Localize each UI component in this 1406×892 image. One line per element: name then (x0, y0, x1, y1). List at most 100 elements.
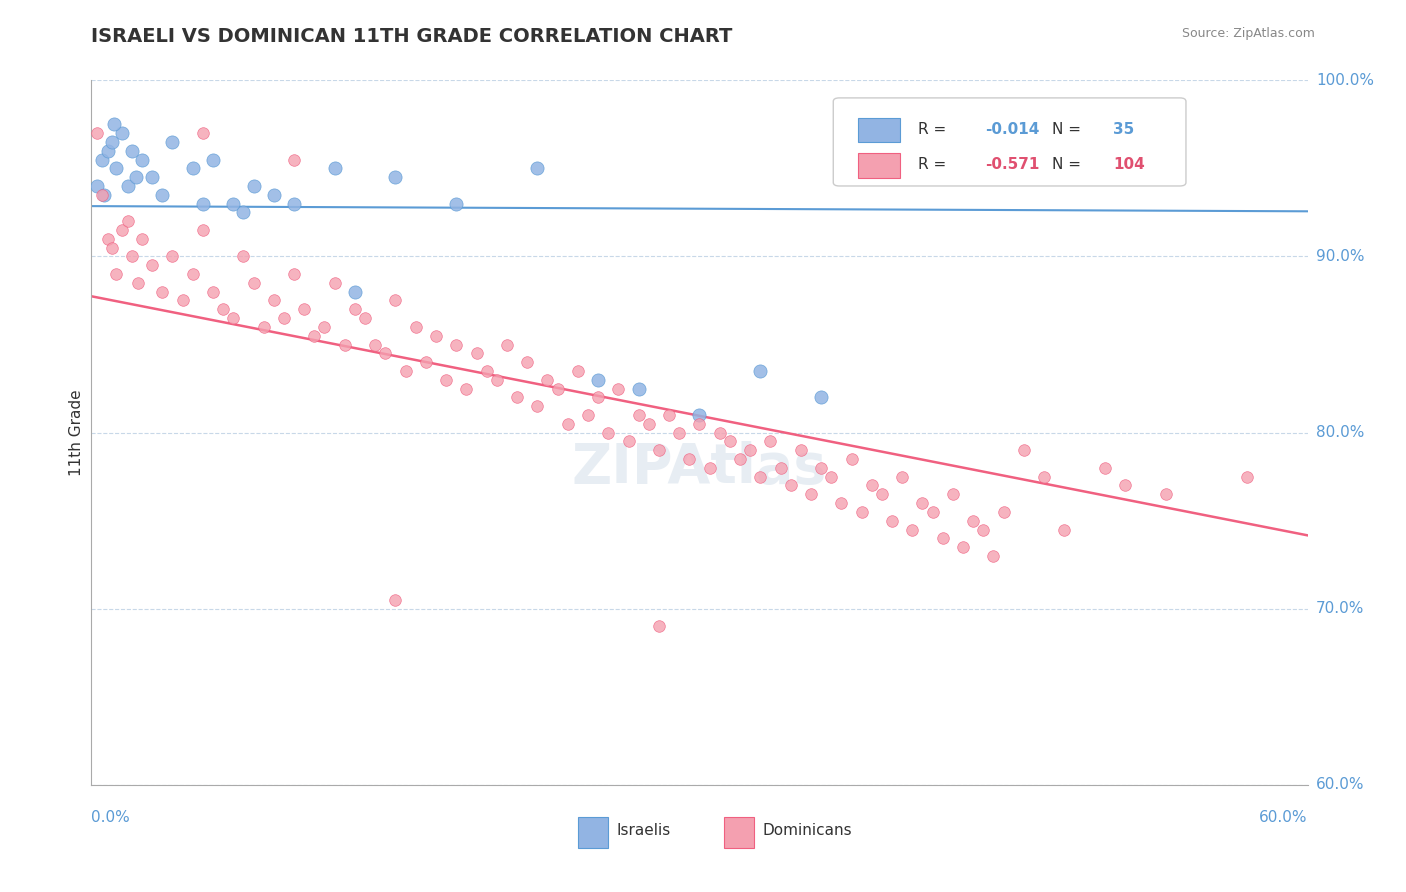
Point (100, 135, 122, 149)
Point (242, 178, 264, 194)
Point (181, 267, 204, 281)
Point (952, 540, 974, 554)
Bar (724, 817, 754, 848)
Point (314, 319, 336, 334)
Point (150, 187, 173, 202)
Text: N =: N = (1052, 157, 1085, 172)
Point (921, 505, 943, 519)
Point (1012, 144, 1035, 158)
Point (150, 285, 173, 299)
Point (851, 505, 873, 519)
Point (567, 364, 589, 378)
Point (576, 408, 599, 422)
Point (263, 187, 285, 202)
Point (496, 337, 519, 351)
Point (333, 337, 356, 351)
Point (637, 417, 659, 431)
Point (547, 382, 569, 396)
Point (405, 319, 427, 334)
Point (678, 452, 700, 467)
Point (607, 382, 630, 396)
Point (117, 178, 139, 194)
Point (292, 302, 315, 317)
Point (1114, 478, 1136, 492)
Point (983, 549, 1005, 563)
Point (658, 408, 681, 422)
Text: Israelis: Israelis (617, 823, 671, 838)
Point (820, 469, 842, 483)
Point (962, 514, 984, 528)
Point (141, 258, 163, 272)
Point (536, 373, 558, 387)
Point (648, 619, 671, 633)
Point (870, 487, 893, 501)
Point (790, 443, 813, 458)
Text: 0.0%: 0.0% (91, 810, 131, 825)
Point (97, 144, 120, 158)
Point (740, 443, 762, 458)
Point (688, 408, 710, 422)
Point (810, 391, 832, 405)
Point (648, 443, 671, 458)
Point (1033, 469, 1056, 483)
Point (709, 425, 731, 440)
Point (485, 373, 508, 387)
Point (364, 337, 387, 351)
Point (93, 187, 115, 202)
Point (263, 293, 285, 308)
Point (202, 285, 225, 299)
Bar (578, 817, 609, 848)
Bar (858, 153, 900, 178)
Point (749, 364, 772, 378)
Point (810, 461, 832, 475)
Point (202, 153, 225, 167)
Point (90, 187, 112, 202)
Point (121, 250, 143, 264)
Point (800, 487, 823, 501)
Point (425, 328, 447, 343)
Point (283, 153, 305, 167)
Point (232, 250, 254, 264)
Point (90, 153, 112, 167)
Point (668, 425, 690, 440)
Point (354, 311, 377, 326)
Text: N =: N = (1052, 122, 1085, 137)
FancyBboxPatch shape (834, 98, 1187, 186)
Point (111, 223, 134, 237)
Point (880, 514, 903, 528)
Point (728, 452, 751, 467)
Text: -0.571: -0.571 (986, 157, 1039, 172)
Point (506, 391, 529, 405)
Point (222, 196, 245, 211)
Text: 60.0%: 60.0% (1316, 778, 1364, 792)
Text: 60.0%: 60.0% (1260, 810, 1308, 825)
Text: 80.0%: 80.0% (1316, 425, 1364, 440)
Point (769, 461, 792, 475)
Point (465, 346, 488, 360)
Point (212, 302, 235, 317)
Text: 35: 35 (1114, 122, 1135, 137)
Text: ZIPAtlas: ZIPAtlas (572, 441, 827, 495)
Text: Source: ZipAtlas.com: Source: ZipAtlas.com (1181, 27, 1315, 40)
Point (104, 267, 127, 281)
Text: R =: R = (918, 122, 952, 137)
Text: Dominicans: Dominicans (762, 823, 852, 838)
Point (283, 196, 305, 211)
Point (586, 373, 609, 387)
Point (526, 399, 548, 413)
Point (232, 205, 254, 219)
Point (901, 523, 924, 537)
Point (415, 355, 437, 369)
Point (688, 417, 710, 431)
Point (384, 293, 406, 308)
Point (191, 196, 214, 211)
Point (86, 178, 108, 194)
Point (191, 126, 214, 140)
Point (1094, 461, 1116, 475)
Point (475, 364, 498, 378)
Point (1012, 443, 1035, 458)
Point (111, 126, 134, 140)
Point (394, 364, 416, 378)
Point (617, 434, 640, 449)
Text: ISRAELI VS DOMINICAN 11TH GRADE CORRELATION CHART: ISRAELI VS DOMINICAN 11TH GRADE CORRELAT… (91, 27, 733, 45)
